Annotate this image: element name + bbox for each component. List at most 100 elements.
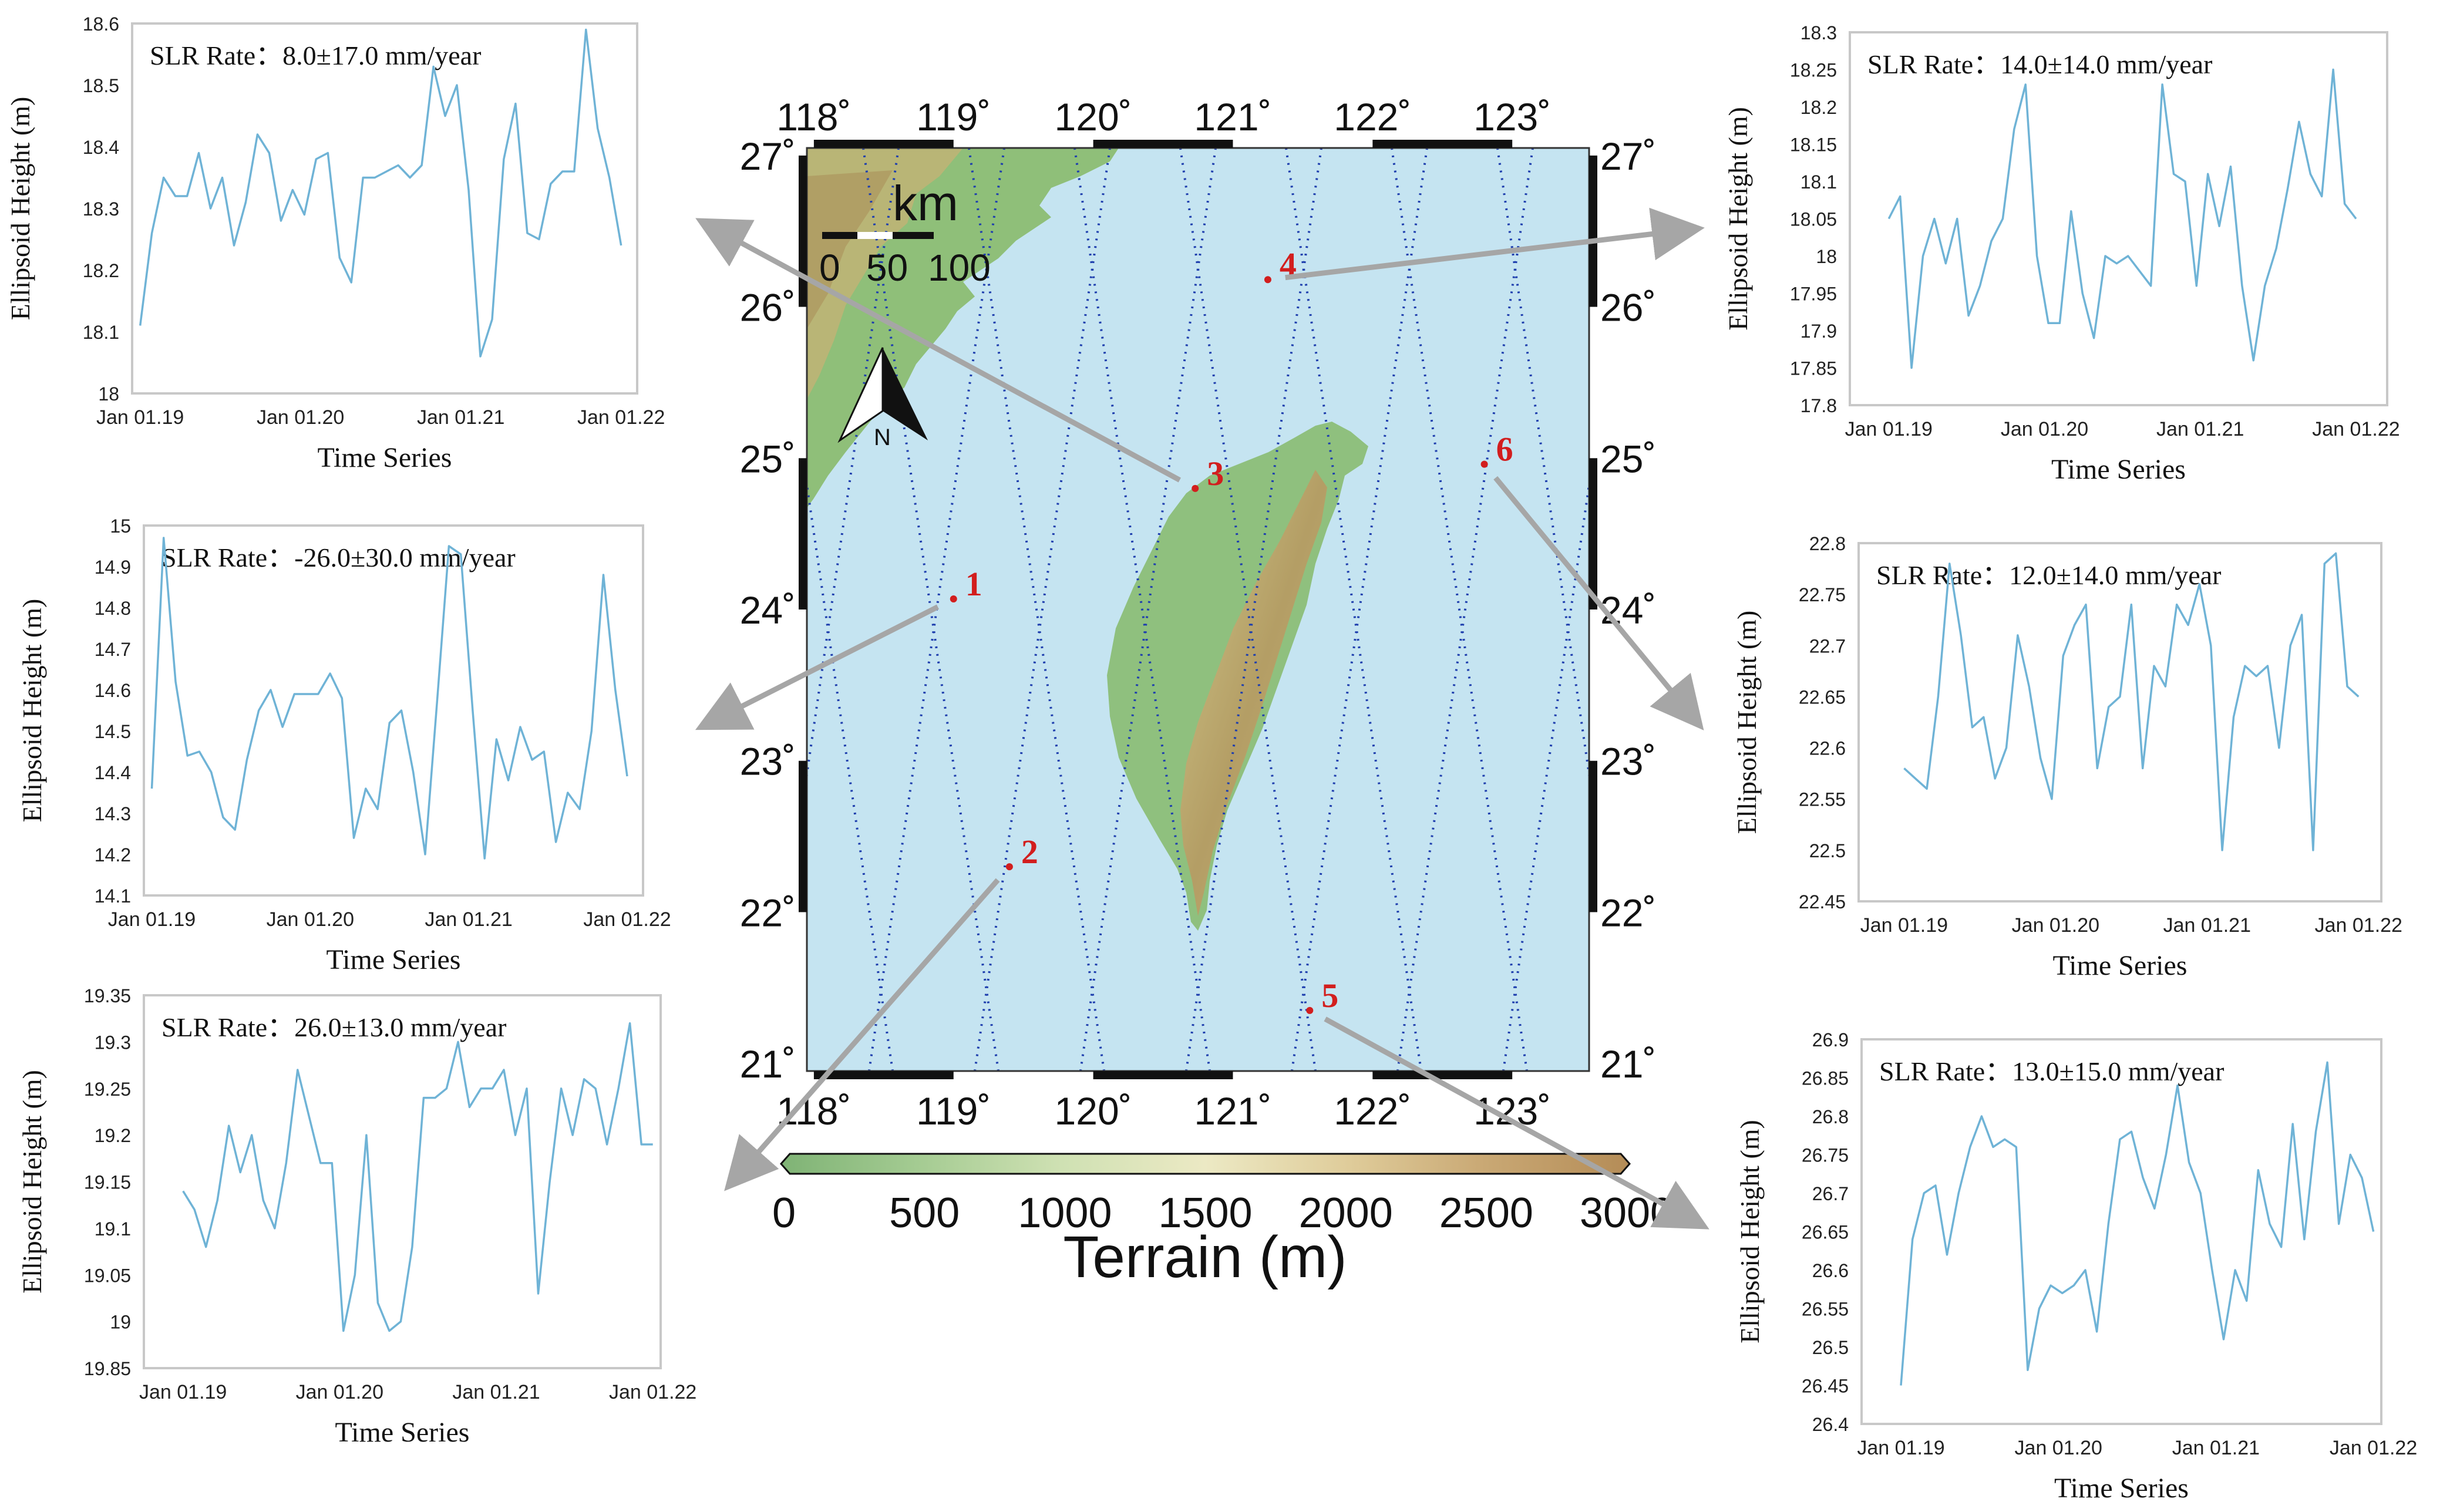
x-axis-label: Time Series: [2054, 1473, 2189, 1504]
lon-tick-top: 119˚: [916, 95, 991, 139]
chart-title: SLR Rate：-26.0±30.0 mm/year: [161, 543, 516, 573]
lat-tick-left: 21˚: [740, 1042, 796, 1086]
scale-bar-label-0: 0: [819, 247, 840, 289]
y-tick-label: 17.9: [1801, 321, 1837, 342]
time-series-panels: SLR Rate：8.0±17.0 mm/year 18 18.1 18.2 18.3 1…: [5, 14, 2417, 1504]
lat-tick-right: 23˚: [1600, 740, 1656, 783]
y-tick-label: 26.8: [1812, 1106, 1849, 1127]
study-area-map: 118˚118˚119˚119˚120˚120˚121˚121˚122˚122˚…: [740, 95, 1674, 1290]
arrow-to-panel-2: [724, 878, 1000, 1191]
lon-tick-bottom: 121˚: [1194, 1089, 1271, 1133]
y-tick-label: 22.5: [1809, 840, 1846, 861]
colorbar-tick-label: 0: [772, 1190, 796, 1237]
y-tick-label: 14.8: [95, 598, 131, 619]
colorbar-tick-labels: 0 500 1000 1500 2000 2500 3000: [772, 1190, 1674, 1237]
y-tick-label: 26.9: [1812, 1029, 1849, 1050]
series-line: [150, 537, 628, 860]
station-marker-5: [1306, 1006, 1314, 1014]
x-tick-label: Jan 01.20: [2015, 1437, 2102, 1459]
frame-bar-bottom: [1093, 1071, 1233, 1079]
x-axis-label: Time Series: [318, 442, 452, 473]
time-series-chart-station-3: SLR Rate：8.0±17.0 mm/year 18 18.1 18.2 18.3 1…: [5, 14, 665, 473]
time-series-chart-station-6: SLR Rate：12.0±14.0 mm/year 22.45 22.5 22.55…: [1732, 533, 2402, 981]
x-tick-label: Jan 01.19: [108, 908, 196, 931]
central-mountain-range: [1180, 470, 1327, 916]
ground-track-ascending: [1073, 148, 1211, 1071]
y-tick-label: 22.45: [1799, 891, 1846, 912]
y-tick-label: 26.65: [1802, 1222, 1849, 1243]
y-tick-label: 18.1: [1801, 171, 1837, 193]
ground-track-ascending: [968, 148, 1105, 1071]
x-axis-label: Time Series: [2053, 950, 2188, 981]
lat-tick-left: 22˚: [740, 891, 796, 934]
x-tick-label: Jan 01.19: [1860, 914, 1948, 937]
latitude-tick-labels: 21˚ 21˚ 22˚ 22˚ 23˚ 23˚ 24˚ 24˚ 25˚ 25˚ 26˚ 26˚ 27˚ 2…: [740, 134, 1657, 1086]
y-tick-label: 19.1: [95, 1218, 131, 1240]
north-arrow-label: N: [874, 425, 891, 450]
frame-bar-left: [799, 155, 807, 307]
y-tick-label: 18.5: [83, 75, 119, 96]
station-marker-2: [1005, 863, 1013, 871]
y-axis-label: Ellipsoid Height (m): [1723, 107, 1753, 331]
series-line: [1903, 552, 2360, 851]
x-tick-label: Jan 01.22: [583, 908, 671, 931]
colorbar-title: Terrain (m): [1063, 1224, 1347, 1290]
x-tick-label: Jan 01.22: [577, 406, 665, 429]
frame-bar-top: [1372, 140, 1513, 148]
ground-track-ascending: [807, 477, 894, 1071]
y-tick-label: 19.15: [84, 1172, 131, 1193]
station-marker-4: [1264, 276, 1271, 284]
series-line: [139, 28, 622, 358]
chart-title: SLR Rate：8.0±17.0 mm/year: [150, 41, 481, 70]
x-tick-label: Jan 01.20: [257, 406, 344, 429]
y-tick-label: 18.3: [1801, 22, 1837, 43]
arrow-to-panel-5: [1324, 1016, 1709, 1230]
lon-tick-bottom: 120˚: [1055, 1089, 1132, 1133]
y-tick-label: 14.3: [95, 803, 131, 824]
y-tick-label: 26.5: [1812, 1337, 1849, 1358]
ground-track-descending: [1396, 148, 1534, 1071]
y-tick-label: 19.05: [84, 1265, 131, 1286]
x-tick-label: Jan 01.19: [1857, 1437, 1944, 1459]
x-tick-label: Jan 01.21: [417, 406, 504, 429]
lon-tick-top: 123˚: [1473, 95, 1551, 139]
colorbar-tick-label: 1500: [1158, 1190, 1252, 1237]
y-axis-label: Ellipsoid Height (m): [5, 97, 35, 321]
ground-track-descending: [974, 148, 1111, 1071]
lat-tick-left: 23˚: [740, 740, 796, 783]
lat-tick-left: 26˚: [740, 286, 796, 329]
y-tick-label: 19.25: [84, 1079, 131, 1100]
y-tick-label: 14.1: [95, 885, 131, 907]
station-marker-3: [1192, 484, 1199, 492]
y-tick-label: 14.9: [95, 557, 131, 578]
station-marker-6: [1480, 460, 1488, 468]
y-tick-label: 22.8: [1809, 533, 1846, 554]
x-tick-label: Jan 01.22: [2312, 418, 2399, 440]
y-axis-label: Ellipsoid Height (m): [17, 1070, 47, 1294]
y-tick-label: 17.8: [1801, 395, 1837, 416]
lat-tick-right: 22˚: [1600, 891, 1656, 934]
series-line: [182, 1022, 653, 1332]
y-tick-label: 19.85: [84, 1358, 131, 1379]
chart-title: SLR Rate：14.0±14.0 mm/year: [1867, 49, 2212, 79]
y-tick-label: 26.6: [1812, 1260, 1849, 1281]
x-tick-label: Jan 01.22: [2330, 1437, 2417, 1459]
x-tick-label: Jan 01.19: [96, 406, 184, 429]
lon-tick-bottom: 119˚: [916, 1089, 991, 1133]
x-tick-label: Jan 01.22: [2315, 914, 2402, 937]
y-tick-label: 18.4: [83, 137, 119, 158]
y-tick-label: 18.1: [83, 322, 119, 343]
x-tick-label: Jan 01.19: [1845, 418, 1933, 440]
y-tick-label: 14.4: [95, 762, 131, 783]
y-tick-label: 19.2: [95, 1125, 131, 1146]
chart-plot-area: [1849, 31, 2388, 406]
station-label-6: 6: [1496, 430, 1513, 469]
y-tick-label: 19: [110, 1312, 131, 1333]
x-tick-label: Jan 01.21: [2163, 914, 2251, 937]
x-tick-label: Jan 01.20: [2001, 418, 2088, 440]
colorbar-gradient: [779, 1153, 1631, 1175]
longitude-tick-labels: 118˚ 118˚ 119˚ 119˚ 120˚ 120˚ 121˚ 121˚ 122˚ 122˚…: [776, 95, 1551, 1133]
colorbar-tick-label: 3000: [1580, 1190, 1674, 1237]
time-series-chart-station-5: SLR Rate：13.0±15.0 mm/year 26.4 26.45 26.5 2…: [1735, 1029, 2417, 1504]
lat-tick-left: 24˚: [740, 588, 796, 632]
